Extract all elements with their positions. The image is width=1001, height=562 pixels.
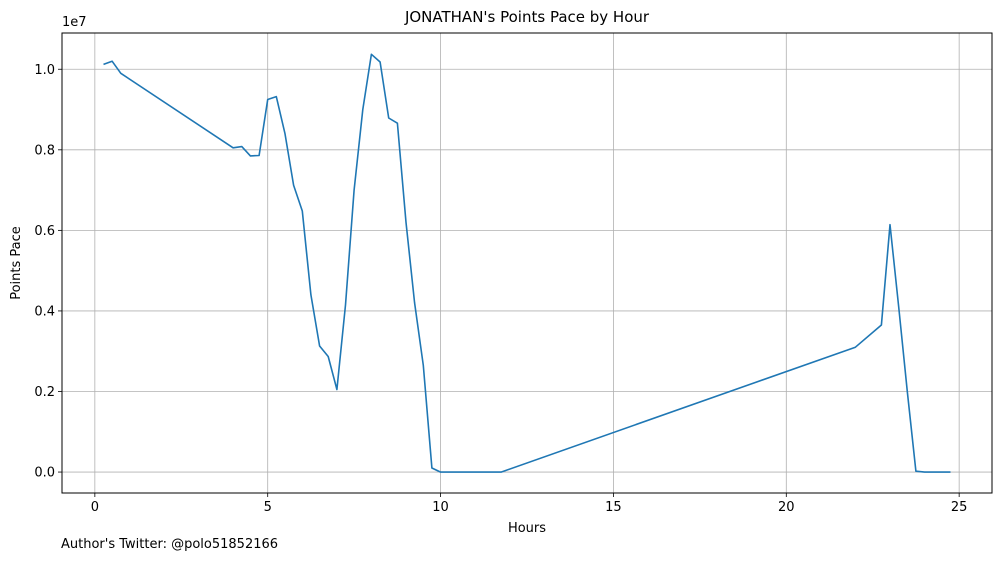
- ticks: 0 5 10 15 20 25 0.0 0.2 0.4 0.6 0.8 1.0: [34, 63, 967, 515]
- x-tick-label: 5: [264, 500, 272, 515]
- series-line: [103, 53, 951, 473]
- series-layer: [103, 53, 951, 473]
- x-tick-label: 20: [778, 500, 795, 515]
- x-tick-label: 10: [432, 500, 449, 515]
- y-tick-label: 1.0: [34, 63, 55, 78]
- y-axis-label: Points Pace: [9, 226, 24, 300]
- y-tick-label: 0.6: [34, 224, 55, 239]
- x-axis-label: Hours: [508, 521, 546, 536]
- y-tick-label: 0.0: [34, 466, 55, 481]
- y-tick-label: 0.2: [34, 385, 55, 400]
- x-tick-label: 0: [91, 500, 99, 515]
- y-tick-label: 0.8: [34, 143, 55, 158]
- y-tick-label: 0.4: [34, 304, 55, 319]
- chart-title: JONATHAN's Points Pace by Hour: [404, 8, 650, 26]
- x-tick-label: 15: [605, 500, 622, 515]
- grid: [62, 33, 992, 493]
- author-twitter-note: Author's Twitter: @polo51852166: [61, 537, 279, 552]
- plot-frame: [61, 32, 993, 494]
- x-tick-label: 25: [951, 500, 968, 515]
- y-axis-offset-label: 1e7: [62, 15, 87, 30]
